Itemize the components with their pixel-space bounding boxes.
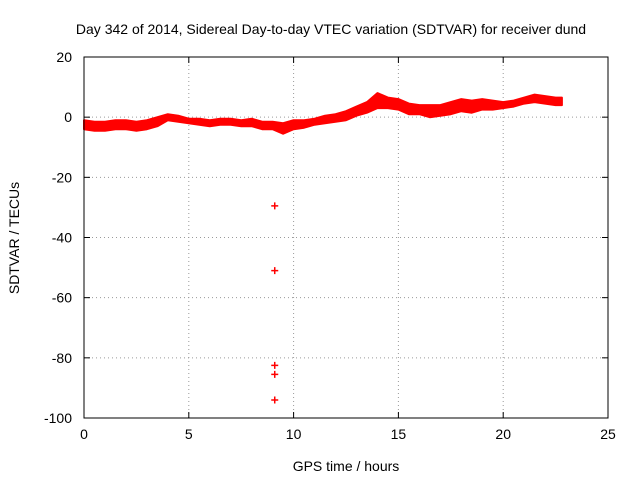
- y-tick-label: -40: [52, 230, 72, 246]
- x-tick-label: 10: [286, 426, 302, 442]
- x-tick-label: 15: [391, 426, 407, 442]
- y-tick-label: -60: [52, 290, 72, 306]
- y-tick-label: -80: [52, 350, 72, 366]
- data-band-area: [83, 92, 563, 135]
- outlier-point: [271, 202, 279, 210]
- x-axis: 0 5 10 15 20 25: [80, 57, 616, 442]
- y-tick-label: -100: [44, 410, 72, 426]
- outlier-point: [271, 361, 279, 369]
- x-tick-label: 5: [185, 426, 193, 442]
- outlier-point: [271, 267, 279, 275]
- outlier-point: [271, 370, 279, 378]
- y-tick-label: 0: [64, 109, 72, 125]
- y-axis-label: SDTVAR / TECUs: [6, 182, 22, 294]
- data-band: [83, 92, 563, 135]
- x-tick-label: 25: [600, 426, 616, 442]
- y-tick-label: 20: [56, 49, 72, 65]
- outlier-point: [271, 396, 279, 404]
- grid: [84, 57, 608, 418]
- y-tick-label: -20: [52, 169, 72, 185]
- chart-title: Day 342 of 2014, Sidereal Day-to-day VTE…: [76, 21, 586, 37]
- x-tick-label: 20: [495, 426, 511, 442]
- x-tick-label: 0: [80, 426, 88, 442]
- x-axis-label: GPS time / hours: [293, 458, 400, 474]
- outlier-points: [271, 202, 279, 404]
- y-axis: -100 -80 -60 -40 -20 0 20: [44, 49, 608, 426]
